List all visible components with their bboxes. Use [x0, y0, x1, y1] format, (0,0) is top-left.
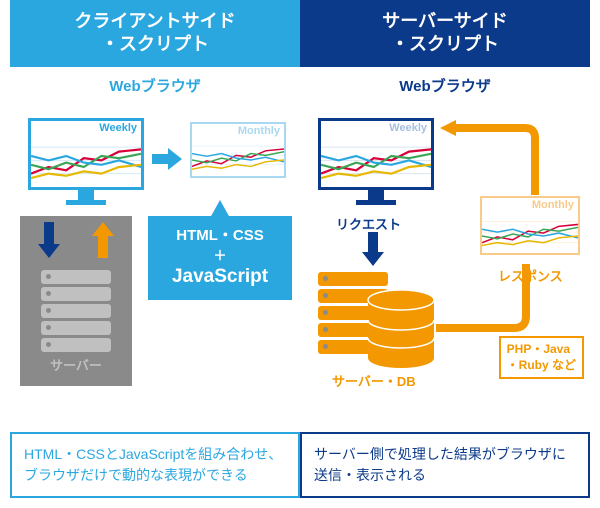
client-header-line1: クライアントサイド [74, 11, 235, 31]
client-header: クライアントサイド ・スクリプト [10, 0, 300, 67]
response-arrow-icon [440, 120, 550, 200]
server-footer-text: サーバー側で処理した結果がブラウザに送信・表示される [314, 446, 566, 483]
chart-icon [321, 134, 431, 187]
screen-title: Weekly [321, 121, 431, 134]
server-stack-icon [41, 270, 111, 352]
client-footer: HTML・CSSとJavaScriptを組み合わせ、ブラウザだけで動的な表現がで… [10, 432, 300, 498]
monitor-stand-icon [368, 188, 384, 200]
screen-title: Weekly [31, 121, 141, 134]
monitor-stand-icon [78, 188, 94, 200]
server-lang-box: PHP・Java ・Ruby など [499, 336, 584, 379]
client-browser-label: Webブラウザ [10, 75, 300, 96]
server-side-panel: サーバーサイド ・スクリプト Webブラウザ Weekly Monthly [300, 0, 590, 508]
db-connector-icon [436, 260, 536, 340]
server-footer: サーバー側で処理した結果がブラウザに送信・表示される [300, 432, 590, 498]
request-label: リクエスト [336, 214, 401, 233]
lang-line1: PHP・Java [507, 342, 570, 356]
screen-title: Monthly [192, 124, 284, 137]
client-monitor-weekly: Weekly [28, 118, 144, 190]
lang-line2: ・Ruby など [507, 358, 576, 372]
server-header: サーバーサイド ・スクリプト [300, 0, 590, 67]
client-server: サーバー [20, 216, 132, 386]
callout-line2: JavaScript [172, 266, 268, 287]
arrow-right-icon [152, 148, 182, 170]
database-icon [366, 290, 436, 370]
monitor-base-icon [66, 200, 106, 205]
client-callout: HTML・CSS ＋ JavaScript [148, 216, 292, 300]
chart-icon [482, 211, 578, 253]
client-header-line2: ・スクリプト [101, 34, 209, 54]
client-monitor-monthly: Monthly [190, 122, 286, 178]
screen-title: Monthly [482, 198, 578, 211]
chart-icon [192, 137, 284, 176]
server-header-line2: ・スクリプト [391, 34, 499, 54]
chart-icon [31, 134, 141, 187]
client-footer-text: HTML・CSSとJavaScriptを組み合わせ、ブラウザだけで動的な表現がで… [24, 446, 282, 483]
server-monitor-weekly: Weekly [318, 118, 434, 190]
client-side-panel: クライアントサイド ・スクリプト Webブラウザ Weekly Monthly [10, 0, 300, 508]
arrow-down-icon [38, 222, 60, 258]
server-label: サーバー [28, 355, 124, 374]
request-arrow-icon [362, 232, 384, 266]
callout-tail-icon [210, 200, 230, 218]
monitor-base-icon [356, 200, 396, 205]
callout-plus: ＋ [213, 248, 226, 263]
server-header-line1: サーバーサイド [382, 11, 507, 31]
server-db-label: サーバー・DB [332, 374, 416, 391]
callout-line1: HTML・CSS [176, 227, 264, 244]
server-browser-label: Webブラウザ [300, 75, 590, 96]
server-monitor-monthly: Monthly [480, 196, 580, 255]
arrow-up-icon [92, 222, 114, 258]
